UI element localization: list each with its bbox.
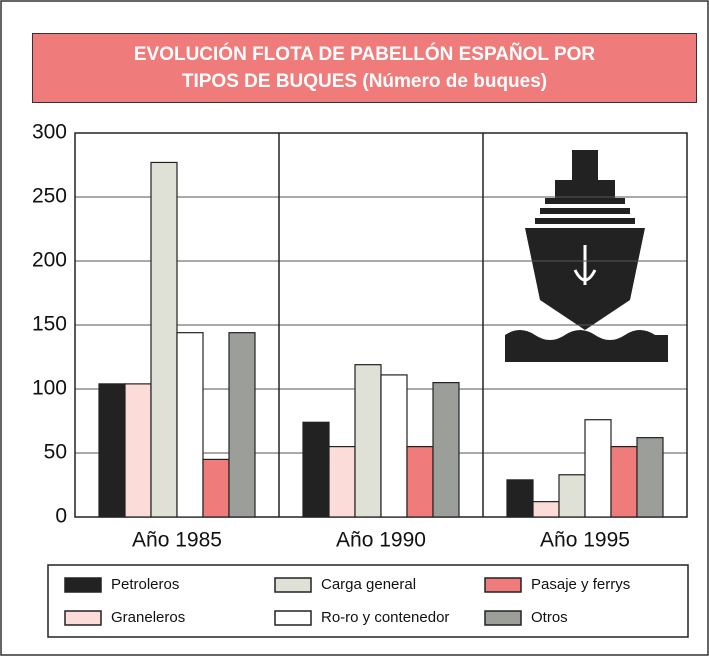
bar bbox=[228, 332, 256, 518]
bar bbox=[354, 364, 382, 518]
legend-label: Otros bbox=[531, 609, 568, 626]
bar bbox=[328, 446, 356, 518]
chart-title: EVOLUCIÓN FLOTA DE PABELLÓN ESPAÑOL POR … bbox=[32, 33, 697, 103]
legend-label: Ro-ro y contenedor bbox=[321, 609, 449, 626]
bar bbox=[610, 446, 638, 518]
bar bbox=[432, 382, 460, 518]
legend-label: Pasaje y ferrys bbox=[531, 576, 630, 593]
y-tick-label: 200 bbox=[32, 249, 67, 272]
bar bbox=[98, 383, 126, 518]
y-tick-label: 250 bbox=[32, 185, 67, 208]
y-tick-label: 150 bbox=[32, 313, 67, 336]
bar bbox=[406, 446, 434, 518]
legend-swatch bbox=[64, 610, 102, 626]
ship-icon bbox=[505, 150, 668, 362]
bar bbox=[302, 421, 330, 518]
legend-swatch bbox=[64, 577, 102, 593]
legend-swatch bbox=[274, 577, 312, 593]
bar bbox=[584, 419, 612, 518]
y-tick-label: 50 bbox=[44, 441, 67, 464]
x-tick-label: Año 1995 bbox=[540, 529, 630, 552]
x-tick-label: Año 1990 bbox=[336, 529, 426, 552]
legend-swatch bbox=[484, 610, 522, 626]
legend-label: Graneleros bbox=[111, 609, 185, 626]
legend-label: Petroleros bbox=[111, 576, 179, 593]
bar bbox=[380, 374, 408, 518]
bar bbox=[532, 501, 560, 518]
y-tick-label: 100 bbox=[32, 377, 67, 400]
bar bbox=[176, 332, 204, 518]
bar bbox=[636, 437, 664, 518]
bar bbox=[124, 383, 152, 518]
legend-swatch bbox=[274, 610, 312, 626]
legend-label: Carga general bbox=[321, 576, 416, 593]
bar bbox=[506, 479, 534, 518]
legend-box bbox=[47, 564, 689, 638]
x-tick-label: Año 1985 bbox=[132, 529, 222, 552]
y-tick-label: 0 bbox=[55, 505, 67, 528]
bar bbox=[558, 474, 586, 518]
bar bbox=[202, 458, 230, 518]
legend-swatch bbox=[484, 577, 522, 593]
bar bbox=[150, 161, 178, 518]
y-tick-label: 300 bbox=[32, 121, 67, 144]
